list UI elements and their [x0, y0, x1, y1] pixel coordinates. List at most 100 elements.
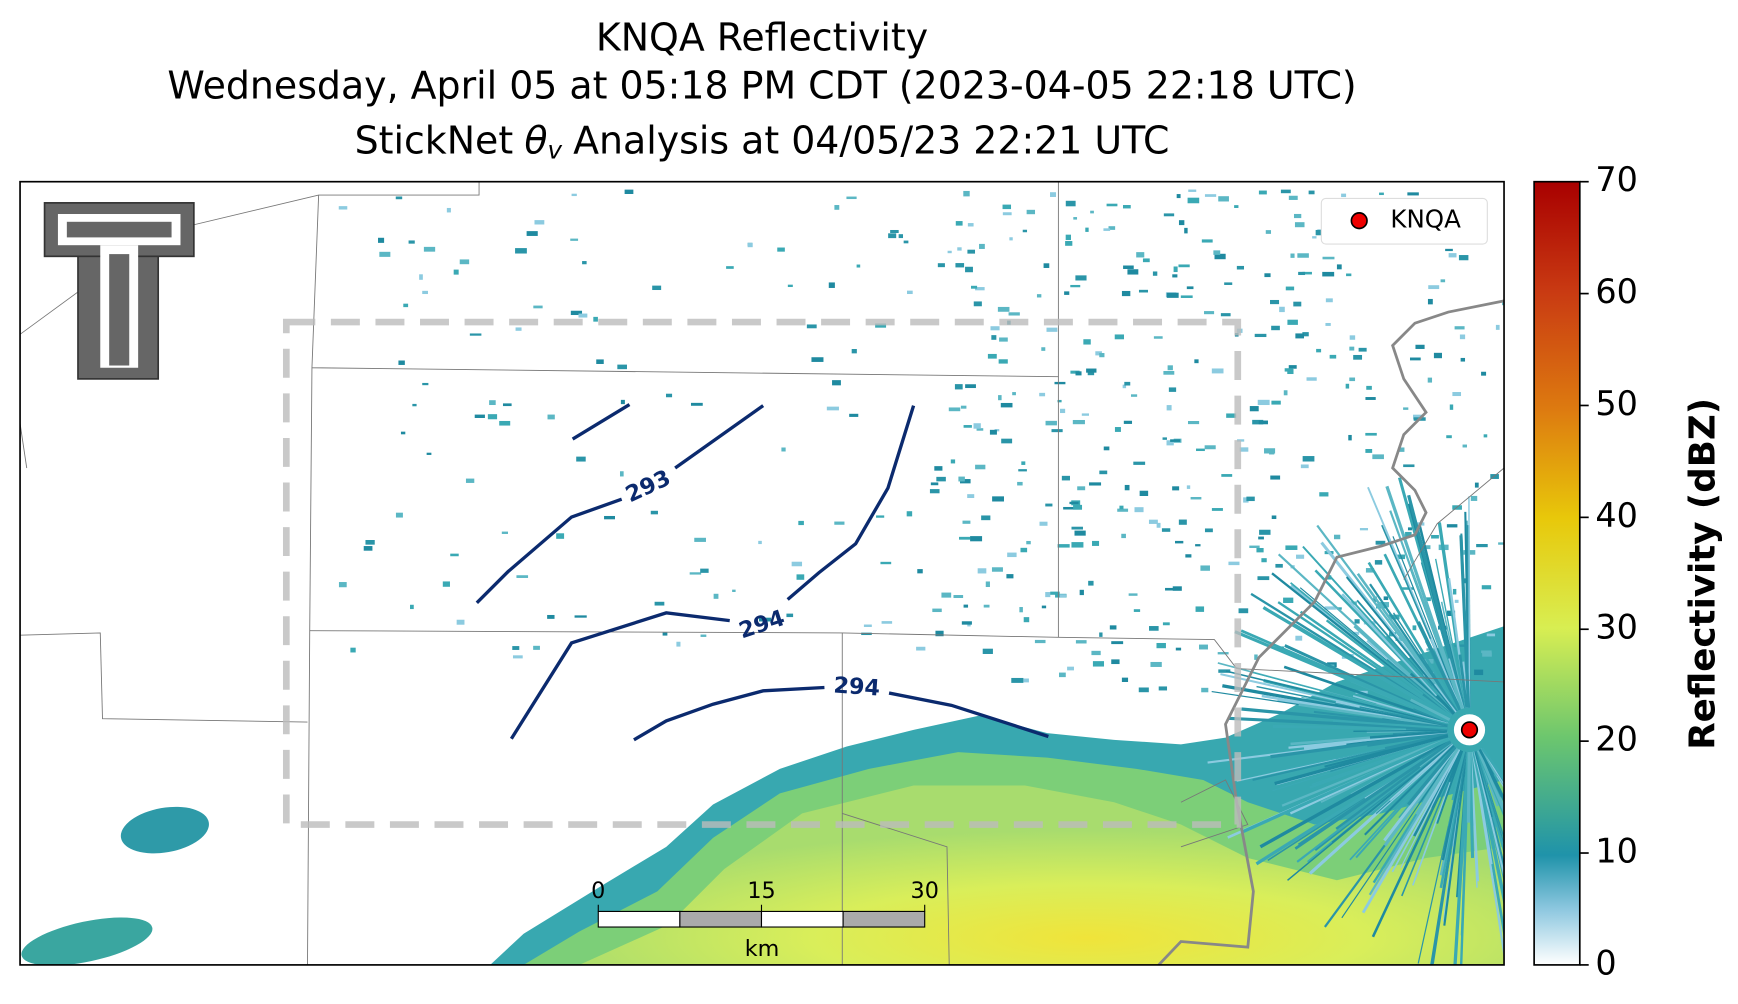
echo-spoke	[1250, 671, 1449, 725]
echo-speckle	[1295, 333, 1305, 339]
echo-spoke	[1432, 751, 1467, 964]
echo-speckle	[1358, 347, 1367, 352]
echo-speckle	[1039, 392, 1046, 397]
echo-speckle	[1284, 368, 1293, 372]
echo-speckle	[1050, 192, 1057, 197]
echo-speckle	[1166, 440, 1174, 446]
echo-speckle	[1023, 678, 1029, 683]
echo-speckle	[1138, 289, 1149, 293]
echo-speckle	[975, 464, 986, 470]
border	[311, 181, 1059, 378]
echo-speckle	[1265, 230, 1272, 234]
echo-speckle	[1271, 325, 1280, 331]
echo-speckle	[1407, 192, 1419, 196]
echo-speckle	[1092, 661, 1105, 667]
echo-speckle	[1258, 190, 1267, 195]
echo-speckle	[1427, 377, 1433, 383]
echo-speckle	[1122, 384, 1127, 389]
echo-speckle	[1283, 390, 1288, 396]
echo-speckle	[1054, 381, 1066, 385]
echo-speckle	[487, 414, 498, 420]
echo-spoke	[1392, 536, 1462, 710]
echo-spoke	[1368, 748, 1459, 896]
echo-speckle	[1359, 528, 1369, 531]
echo-speckle	[1187, 420, 1200, 425]
echo-speckle	[1257, 576, 1270, 581]
echo-speckle	[1325, 322, 1331, 326]
echo-speckle	[1498, 542, 1505, 545]
echo-speckle	[1074, 530, 1086, 536]
echo-speckle	[1254, 654, 1258, 660]
contour-line	[633, 685, 825, 742]
scale-unit: km	[745, 936, 780, 962]
echo-speckle	[650, 510, 658, 515]
echo-speckle	[1458, 255, 1469, 261]
echo-speckle	[1195, 606, 1205, 612]
echo-speckle	[1300, 464, 1309, 469]
echo-speckle	[1187, 197, 1200, 204]
echo-speckle	[791, 561, 803, 567]
echo-speckle	[1057, 544, 1070, 548]
echo-speckle	[1293, 213, 1302, 219]
echo-speckle	[811, 357, 824, 362]
echo-speckle	[576, 456, 586, 462]
echo-speckle	[1297, 253, 1309, 258]
echo-spoke	[1466, 752, 1471, 823]
echo-speckle	[1124, 381, 1131, 386]
echo-speckle	[1059, 594, 1066, 598]
echo-speckle	[338, 582, 347, 588]
echo-speckle	[1020, 547, 1028, 553]
echo-speckle	[985, 581, 990, 588]
echo-speckle	[1176, 194, 1181, 199]
echo-speckle	[1327, 575, 1332, 580]
echo-speckle	[786, 613, 794, 618]
analysis-suffix: Analysis at 04/05/23 22:21 UTC	[573, 118, 1169, 162]
echo-speckle	[1258, 536, 1264, 540]
echo-speckle	[620, 399, 625, 405]
echo-speckle	[1041, 605, 1047, 609]
echo-speckle	[422, 290, 428, 295]
echo-speckle	[898, 234, 904, 239]
echo-spoke	[1241, 737, 1450, 834]
echo-spoke	[1331, 743, 1453, 844]
echo-speckle	[1412, 625, 1417, 631]
echo-speckle	[1106, 203, 1118, 207]
echo-speckle	[1070, 370, 1080, 374]
echo-spoke	[1434, 558, 1466, 709]
echo-speckle	[400, 431, 406, 435]
echo-speckle	[726, 266, 734, 269]
echo-spoke	[1475, 750, 1505, 847]
echo-speckle	[1486, 633, 1496, 637]
analysis-domain	[282, 318, 1242, 828]
echo-speckle	[1349, 346, 1355, 351]
echo-speckle	[1199, 644, 1208, 650]
echo-speckle	[941, 592, 952, 598]
border	[842, 632, 1238, 669]
echo-speckle	[1424, 597, 1431, 602]
echo-speckle	[906, 511, 913, 517]
echo-speckle	[1079, 589, 1084, 596]
echo-speckle	[1470, 495, 1478, 501]
echo-speckle	[991, 335, 997, 340]
echo-speckle	[1067, 666, 1074, 671]
echo-speckle	[787, 284, 793, 288]
echo-speckle	[856, 264, 861, 268]
echo-speckle	[880, 561, 892, 565]
echo-speckle	[1061, 475, 1070, 481]
echo-spoke	[1410, 698, 1451, 721]
echo-speckle	[398, 360, 405, 365]
echo-speckle	[1204, 311, 1215, 315]
echo-speckle	[1114, 427, 1121, 432]
echo-speckle	[1148, 519, 1158, 524]
analysis-prefix: StickNet	[355, 118, 514, 162]
echo-speckle	[1312, 236, 1317, 239]
echo-speckle	[1009, 237, 1013, 241]
echo-speckle	[963, 604, 969, 608]
echo-speckle	[957, 247, 962, 251]
echo-speckle	[903, 240, 909, 244]
echo-speckle	[547, 414, 555, 420]
echo-speckle	[533, 645, 540, 650]
theta-subscript: v	[547, 136, 562, 165]
echo-speckle	[1167, 365, 1173, 371]
echo-speckle	[777, 247, 785, 252]
